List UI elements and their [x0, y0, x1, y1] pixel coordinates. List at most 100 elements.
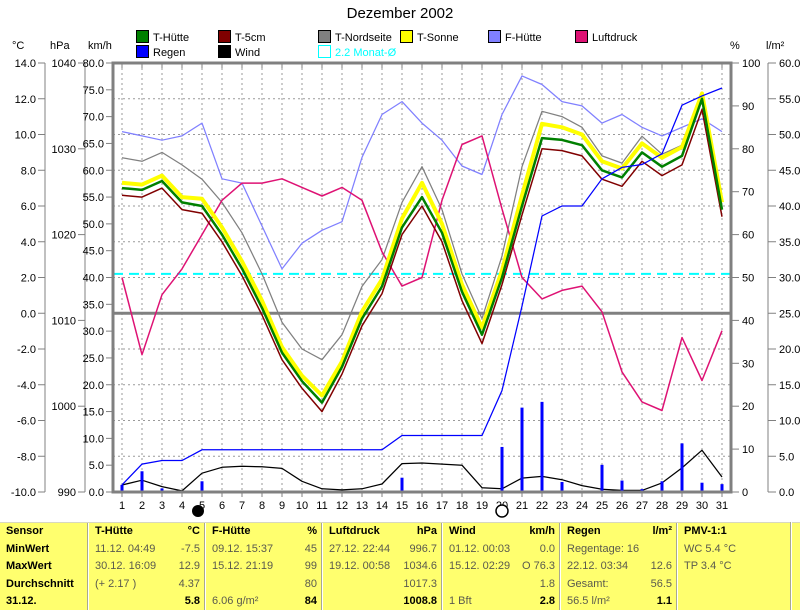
- legend-label: T-Sonne: [417, 32, 459, 44]
- svg-text:19: 19: [476, 500, 488, 512]
- svg-text:-2.0: -2.0: [17, 344, 36, 356]
- svg-text:8.0: 8.0: [21, 165, 36, 177]
- table-cell: 27.12. 22:44 996.7: [323, 541, 443, 559]
- table-cell: PMV-1:1: [678, 523, 800, 541]
- svg-text:14.0: 14.0: [15, 58, 36, 70]
- table-cell-text: Regen: [567, 525, 601, 537]
- legend-item-t-sonne: T-Sonne: [400, 30, 459, 44]
- table-cell-text: 1 Bft: [449, 595, 472, 608]
- legend-swatch-icon: [136, 45, 149, 58]
- table-cell-value: 2.8: [539, 595, 555, 608]
- svg-text:55.0: 55.0: [779, 94, 800, 106]
- table-row-label: MinWert: [6, 542, 50, 555]
- svg-text:2: 2: [139, 500, 145, 512]
- legend-item-t-5cm: T-5cm: [218, 30, 266, 44]
- svg-text:21: 21: [516, 500, 528, 512]
- svg-text:1010: 1010: [52, 315, 76, 327]
- svg-text:31: 31: [716, 500, 728, 512]
- table-cell-text: 15.12. 02:29: [449, 560, 511, 573]
- legend-label: T-5cm: [235, 32, 266, 44]
- table-cell-text: PMV-1:1: [684, 525, 727, 537]
- legend-item-regen: Regen: [136, 45, 185, 59]
- svg-text:5.0: 5.0: [779, 451, 794, 463]
- table-cell-value: hPa: [416, 525, 437, 537]
- svg-text:90: 90: [742, 101, 754, 113]
- svg-text:20.0: 20.0: [779, 344, 800, 356]
- svg-text:29: 29: [676, 500, 688, 512]
- table-cell-value: l/m²: [652, 525, 672, 537]
- table-cell-text: 01.12. 00:03: [449, 542, 511, 555]
- table-cell: 5.8: [89, 593, 206, 610]
- legend-swatch-icon: [488, 30, 501, 43]
- svg-text:55.0: 55.0: [83, 192, 104, 204]
- table-row-label: Durchschnitt: [6, 577, 74, 590]
- svg-text:20: 20: [742, 401, 754, 413]
- y-axis-unit-hpa: hPa: [50, 40, 70, 52]
- x-axis: 1234567891011121314151617181920212223242…: [119, 63, 728, 512]
- legend-label: 2.2 Monat-Ø: [335, 47, 397, 59]
- svg-text:12: 12: [336, 500, 348, 512]
- svg-text:1020: 1020: [52, 230, 76, 242]
- svg-text:50: 50: [742, 273, 754, 285]
- svg-text:70.0: 70.0: [83, 112, 104, 124]
- table-cell-value: 84: [304, 595, 317, 608]
- table-cell: F-Hütte%: [206, 523, 323, 541]
- svg-text:10.0: 10.0: [83, 433, 104, 445]
- table-cell: 56.5 l/m² 1.1: [561, 593, 678, 610]
- table-cell: 1.8: [443, 576, 561, 594]
- table-cell: (+ 2.17 ) 4.37: [89, 576, 206, 594]
- svg-text:60.0: 60.0: [779, 58, 800, 70]
- table-cell-text: 56.5 l/m²: [567, 595, 610, 608]
- table-cell-value: 0.0: [539, 542, 555, 555]
- svg-text:2.0: 2.0: [21, 273, 36, 285]
- table-cell-value: 12.6: [650, 560, 672, 573]
- table-cell: Luftdruck hPa: [323, 523, 443, 541]
- table-cell-value: 1008.8: [403, 595, 437, 608]
- svg-text:14: 14: [376, 500, 388, 512]
- table-cell-text: 19.12. 00:58: [329, 560, 391, 573]
- svg-text:5.0: 5.0: [89, 460, 104, 472]
- table-cell: 30.12. 16:09 12.9: [89, 558, 206, 576]
- legend-label: F-Hütte: [505, 32, 542, 44]
- y-axis-C: 14.0 12.0 10.0 8.0 6.0 4.0 2.0 0.0 -2.0 -4.0 -6.0 -…: [11, 58, 46, 499]
- table-end-separator: [791, 522, 792, 610]
- legend-swatch-icon: [218, 30, 231, 43]
- weather-chart-svg: 1234567891011121314151617181920212223242…: [11, 58, 800, 518]
- legend-swatch-icon: [400, 30, 413, 43]
- table-cell-text: 15.12. 21:19: [212, 560, 274, 573]
- svg-text:23: 23: [556, 500, 568, 512]
- series-f-huette: [121, 75, 723, 270]
- svg-text:10.0: 10.0: [15, 130, 36, 142]
- table-cell-text: Regentage: 16: [567, 542, 640, 555]
- legend-label: T-Nordseite: [335, 32, 392, 44]
- summary-table: Sensor MinWert MaxWert Durchschnitt 31.12. T-…: [0, 522, 800, 610]
- svg-text:100: 100: [742, 58, 760, 70]
- series-t-5cm: [121, 108, 723, 413]
- svg-text:65.0: 65.0: [83, 138, 104, 150]
- table-column-luftdruck: Luftdruck hPa 27.12. 22:44 996.7 19.12. 00:5…: [322, 523, 443, 610]
- table-cell-value: 12.9: [178, 560, 200, 573]
- svg-text:17: 17: [436, 500, 448, 512]
- svg-text:25.0: 25.0: [779, 308, 800, 320]
- svg-text:0.0: 0.0: [89, 487, 104, 499]
- full-moon-icon: [495, 504, 509, 518]
- table-row-labels: Sensor MinWert MaxWert Durchschnitt 31.12.: [0, 523, 88, 610]
- svg-text:75.0: 75.0: [83, 85, 104, 97]
- svg-text:5: 5: [199, 500, 205, 512]
- table-column-pmv: PMV-1:1 WC 5.4 °C TP 3.4 °C: [677, 523, 800, 610]
- table-cell-text: TP 3.4 °C: [684, 560, 732, 573]
- table-cell: 15.12. 02:29 O 76.3: [443, 558, 561, 576]
- table-cell-text: 11.12. 04:49: [95, 542, 156, 555]
- svg-text:50.0: 50.0: [779, 130, 800, 142]
- svg-text:9: 9: [279, 500, 285, 512]
- svg-text:26: 26: [616, 500, 628, 512]
- series-luftdruck: [121, 135, 723, 412]
- table-cell: Regentage: 16: [561, 541, 678, 559]
- table-cell-text: Luftdruck: [329, 525, 380, 537]
- table-cell-text: 22.12. 03:34: [567, 560, 629, 573]
- table-cell-text: 6.06 g/m²: [212, 595, 259, 608]
- series-t-nordseite: [121, 94, 723, 361]
- svg-text:20.0: 20.0: [83, 380, 104, 392]
- svg-text:15.0: 15.0: [779, 380, 800, 392]
